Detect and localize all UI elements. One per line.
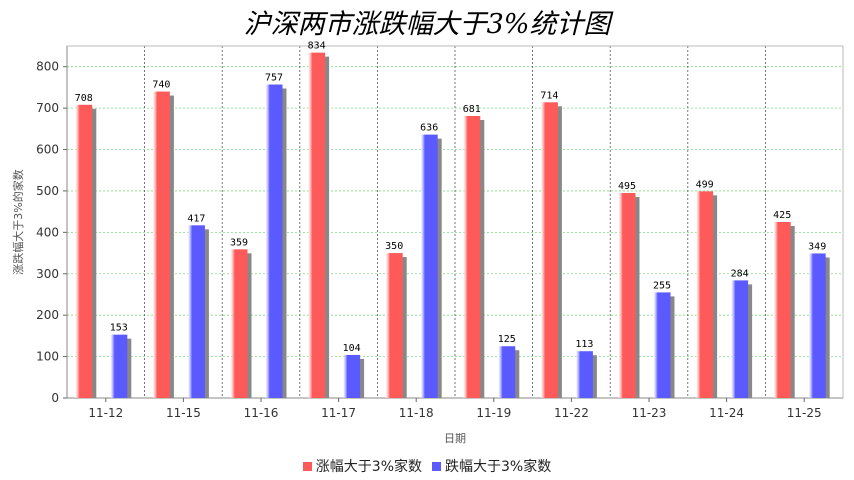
legend: 涨幅大于3%家数 跌幅大于3%家数 <box>0 456 854 476</box>
data-label: 125 <box>498 334 516 345</box>
x-tick-label: 11-25 <box>787 406 822 420</box>
x-tick-label: 11-19 <box>476 406 511 420</box>
bar-fall <box>653 292 671 398</box>
bar-fall <box>265 84 283 398</box>
data-label: 153 <box>110 323 128 334</box>
x-tick-label: 11-18 <box>399 406 434 420</box>
data-label: 708 <box>75 93 93 104</box>
x-tick-label: 11-17 <box>321 406 356 420</box>
x-tick-label: 11-15 <box>166 406 201 420</box>
legend-item-rise: 涨幅大于3%家数 <box>302 456 422 476</box>
data-label: 681 <box>463 104 481 115</box>
x-tick-label: 11-24 <box>709 406 744 420</box>
x-tick-label: 11-12 <box>88 406 123 420</box>
y-axis-label: 涨跌幅大于3%的家数 <box>11 169 25 274</box>
y-tick-label: 100 <box>36 350 59 364</box>
y-tick-label: 500 <box>36 184 59 198</box>
legend-item-fall: 跌幅大于3%家数 <box>432 456 551 476</box>
data-label: 104 <box>343 343 361 354</box>
bar-fall <box>110 334 128 398</box>
bar-fall <box>808 253 826 398</box>
y-tick-label: 600 <box>36 143 59 157</box>
bar-fall <box>420 134 438 399</box>
bar-rise <box>152 91 170 398</box>
y-tick-label: 700 <box>36 101 59 115</box>
bar-fall <box>498 346 516 398</box>
bar-rise <box>463 115 481 398</box>
data-label: 425 <box>773 210 791 221</box>
bar-rise <box>618 193 636 398</box>
bar-rise <box>385 253 403 398</box>
legend-label-rise: 涨幅大于3%家数 <box>315 459 422 475</box>
bar-fall <box>731 280 749 398</box>
data-label: 417 <box>187 213 205 224</box>
legend-label-fall: 跌幅大于3%家数 <box>445 459 552 475</box>
data-label: 757 <box>265 73 283 84</box>
bar-rise <box>540 102 558 398</box>
y-tick-label: 800 <box>36 60 59 74</box>
bar-rise <box>696 191 714 398</box>
x-tick-label: 11-22 <box>554 406 589 420</box>
legend-swatch-fall <box>432 461 441 471</box>
y-tick-label: 0 <box>51 391 59 405</box>
data-label: 834 <box>308 41 326 52</box>
data-label: 359 <box>230 237 248 248</box>
data-label: 350 <box>385 241 403 252</box>
data-label: 740 <box>152 80 170 91</box>
bar-rise <box>773 222 791 398</box>
data-label: 495 <box>618 181 636 192</box>
data-label: 284 <box>731 268 749 279</box>
x-tick-label: 11-16 <box>244 406 279 420</box>
y-tick-label: 200 <box>36 308 59 322</box>
bar-fall <box>343 354 361 398</box>
chart-title: 沪深两市涨跌幅大于3%统计图 <box>243 9 611 40</box>
bar-rise <box>75 104 93 399</box>
data-label: 113 <box>575 339 593 350</box>
data-label: 714 <box>540 90 558 101</box>
bar-rise <box>308 52 326 398</box>
data-label: 499 <box>696 179 714 190</box>
legend-swatch-rise <box>302 461 312 471</box>
bar-fall <box>187 225 205 398</box>
bar-rise <box>230 249 248 398</box>
y-tick-label: 400 <box>36 225 59 239</box>
data-label: 636 <box>420 123 438 134</box>
y-tick-label: 300 <box>36 267 59 281</box>
data-label: 349 <box>808 241 826 252</box>
data-label: 255 <box>653 280 671 291</box>
bar-fall <box>575 351 593 398</box>
x-axis-label: 日期 <box>444 432 466 445</box>
x-tick-label: 11-23 <box>632 406 667 420</box>
